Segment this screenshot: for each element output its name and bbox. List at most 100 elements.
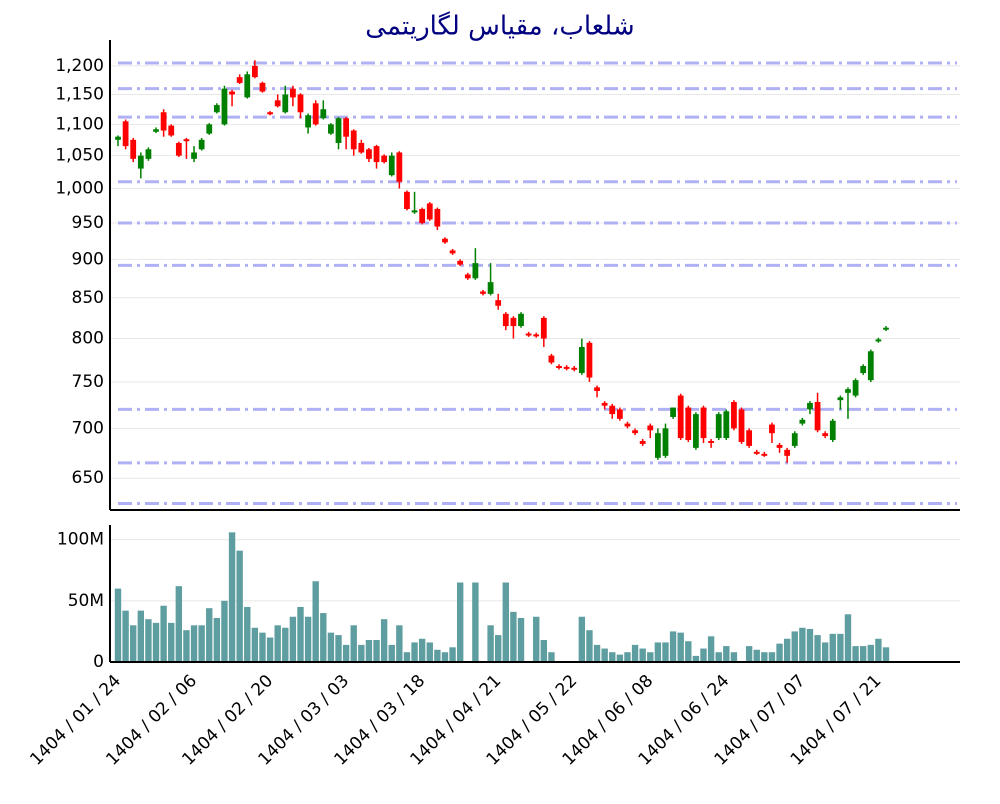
candle-body bbox=[457, 260, 464, 265]
candle-body bbox=[419, 208, 426, 223]
candle-body bbox=[616, 409, 623, 419]
candle-body bbox=[647, 425, 654, 431]
candle-body bbox=[746, 430, 753, 446]
volume-bar bbox=[654, 642, 662, 662]
candle-body bbox=[837, 397, 844, 401]
volume-bar bbox=[662, 642, 669, 662]
candle-body bbox=[145, 149, 152, 159]
candle-body bbox=[122, 121, 129, 147]
volume-bar bbox=[761, 652, 768, 662]
candle-body bbox=[510, 317, 517, 327]
volume-bar bbox=[320, 613, 327, 662]
candle-body bbox=[183, 139, 190, 142]
candle-body bbox=[624, 423, 631, 427]
volume-bar bbox=[183, 630, 190, 662]
volume-bar bbox=[867, 644, 874, 662]
candle-body bbox=[320, 109, 327, 119]
candle-body bbox=[160, 112, 167, 131]
volume-bar bbox=[586, 630, 593, 662]
candle-body bbox=[708, 440, 714, 443]
candle-body bbox=[875, 339, 882, 342]
volume-bar bbox=[350, 625, 357, 662]
candle-body bbox=[434, 208, 441, 227]
y-tick-label: 700 bbox=[72, 418, 104, 438]
volume-bar bbox=[297, 606, 304, 662]
volume-bar bbox=[282, 627, 289, 662]
candle-body bbox=[350, 130, 357, 150]
candle-body bbox=[784, 449, 791, 456]
volume-bar bbox=[236, 550, 243, 662]
candle-body bbox=[274, 100, 281, 107]
volume-bar bbox=[707, 636, 715, 662]
candle-body bbox=[449, 250, 456, 254]
candle-body bbox=[852, 380, 859, 396]
volume-bar bbox=[783, 638, 791, 662]
y-tick-label: 0 bbox=[93, 652, 104, 672]
candle-body bbox=[358, 142, 365, 153]
volume-bar bbox=[198, 625, 205, 662]
volume-bar bbox=[388, 644, 395, 662]
candle-body bbox=[738, 409, 745, 442]
candle-body bbox=[556, 366, 562, 369]
candle-body bbox=[731, 401, 737, 429]
y-tick-label: 950 bbox=[72, 213, 104, 233]
candle-body bbox=[639, 440, 646, 444]
volume-bar bbox=[145, 619, 152, 662]
candle-body bbox=[206, 124, 213, 134]
volume-bar bbox=[852, 646, 859, 662]
volume-bar bbox=[723, 646, 730, 662]
volume-bar bbox=[130, 625, 137, 662]
volume-bar bbox=[304, 616, 312, 662]
y-tick-label: 650 bbox=[72, 468, 104, 488]
y-tick-label: 800 bbox=[72, 329, 104, 349]
volume-bar bbox=[312, 581, 319, 662]
candle-body bbox=[259, 82, 266, 92]
y-tick-label: 900 bbox=[72, 249, 104, 269]
volume-bar bbox=[517, 617, 525, 662]
candle-body bbox=[700, 407, 707, 439]
volume-bar bbox=[799, 627, 806, 662]
volume-bar bbox=[753, 649, 760, 662]
candle-body bbox=[761, 453, 768, 456]
y-tick-label: 1,150 bbox=[55, 84, 104, 104]
volume-bar bbox=[685, 641, 692, 662]
volume-bar bbox=[745, 646, 753, 662]
candle-body bbox=[525, 333, 532, 336]
y-tick-label: 1,100 bbox=[55, 114, 104, 134]
candle-body bbox=[191, 152, 197, 159]
candle-body bbox=[609, 405, 616, 415]
volume-bar bbox=[472, 582, 479, 662]
candle-body bbox=[115, 136, 121, 140]
y-tick-label: 1,050 bbox=[55, 146, 104, 166]
volume-bar bbox=[342, 644, 350, 662]
volume-bar bbox=[411, 642, 418, 662]
candle-body bbox=[130, 139, 137, 159]
candle-body bbox=[693, 414, 699, 448]
volume-bar bbox=[373, 639, 380, 662]
y-tick-label: 850 bbox=[72, 288, 104, 308]
candle-body bbox=[388, 155, 395, 176]
volume-bar bbox=[616, 654, 624, 662]
volume-bar bbox=[152, 622, 160, 662]
y-tick-label: 750 bbox=[72, 372, 104, 392]
candle-body bbox=[442, 238, 448, 243]
candle-body bbox=[411, 210, 418, 213]
volume-bar bbox=[882, 647, 890, 662]
volume-bar bbox=[206, 608, 213, 662]
volume-bar bbox=[434, 649, 441, 662]
volume-bar bbox=[837, 633, 844, 662]
candle-body bbox=[799, 419, 806, 424]
volume-bar bbox=[692, 655, 700, 662]
volume-bar bbox=[137, 610, 145, 662]
volume-bar bbox=[259, 632, 266, 662]
volume-bar bbox=[365, 639, 373, 662]
candle-body bbox=[343, 118, 350, 137]
candle-body bbox=[168, 125, 175, 136]
candle-body bbox=[533, 334, 540, 337]
candle-body bbox=[769, 424, 775, 434]
candle-body bbox=[776, 444, 783, 448]
candle-body bbox=[267, 112, 273, 115]
volume-bar bbox=[806, 628, 814, 662]
chart-title: شلعاب، مقیاس لگاریتمی bbox=[365, 11, 634, 42]
